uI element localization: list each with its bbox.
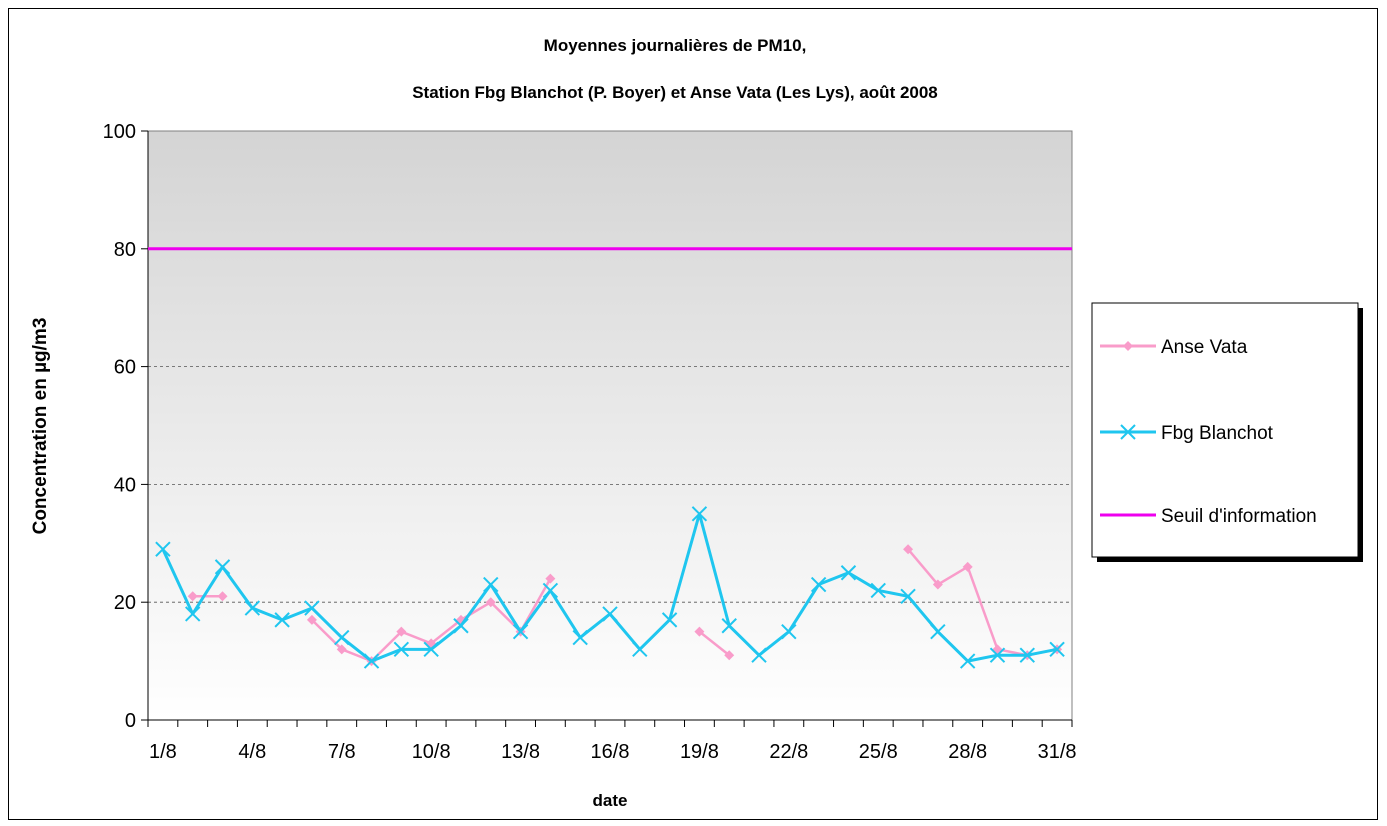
x-tick-label: 1/8	[149, 741, 177, 763]
legend-label-fbg-blanchot: Fbg Blanchot	[1161, 423, 1274, 444]
data-point-anse-vata	[306, 614, 317, 625]
x-tick-label: 16/8	[591, 741, 630, 763]
data-point-anse-vata	[336, 644, 347, 655]
data-point-fbg-blanchot	[900, 588, 916, 605]
series-group	[148, 247, 1072, 669]
data-point-fbg-blanchot	[155, 541, 171, 557]
data-point-fbg-blanchot	[1049, 641, 1065, 658]
data-point-anse-vata	[932, 579, 943, 590]
data-point-fbg-blanchot	[959, 653, 976, 669]
x-tick-label: 10/8	[412, 741, 451, 763]
x-tick-label: 7/8	[328, 741, 356, 763]
data-point-fbg-blanchot	[363, 653, 380, 669]
data-point-fbg-blanchot	[840, 565, 857, 581]
x-axis-title: date	[593, 791, 628, 810]
data-point-fbg-blanchot	[781, 623, 797, 640]
y-tick-label: 60	[114, 357, 136, 379]
data-point-fbg-blanchot	[810, 576, 827, 593]
legend-item-seuil-d-information: Seuil d'information	[1100, 506, 1317, 527]
legend-label-seuil-d-information: Seuil d'information	[1161, 506, 1317, 527]
legend-marker-fbg-blanchot	[1120, 424, 1136, 440]
series-fbg-blanchot	[155, 506, 1065, 669]
data-point-fbg-blanchot	[542, 582, 559, 599]
data-point-fbg-blanchot	[244, 600, 261, 616]
legend-item-anse-vata: Anse Vata	[1100, 337, 1248, 358]
x-tick-label: 4/8	[238, 741, 266, 763]
data-point-fbg-blanchot	[1019, 647, 1035, 663]
data-point-anse-vata	[724, 650, 735, 661]
data-point-fbg-blanchot	[751, 647, 767, 663]
data-point-fbg-blanchot	[483, 576, 499, 593]
legend: Anse Vata Fbg Blanchot Seuil d'information	[1091, 302, 1363, 562]
data-point-anse-vata	[545, 573, 556, 584]
data-point-fbg-blanchot	[334, 629, 350, 646]
y-tick-label: 40	[114, 474, 136, 496]
data-point-fbg-blanchot	[304, 600, 320, 616]
data-point-fbg-blanchot	[453, 618, 469, 634]
y-axis: 0 20 40 60 80 100	[103, 121, 149, 732]
data-point-anse-vata	[396, 626, 407, 637]
x-tick-label: 22/8	[769, 741, 808, 763]
data-point-anse-vata	[962, 561, 973, 572]
y-axis-title: Concentration en µg/m3	[30, 318, 51, 535]
x-tick-label: 13/8	[501, 741, 540, 763]
y-tick-label: 0	[125, 710, 136, 732]
data-point-fbg-blanchot	[274, 612, 290, 628]
data-point-anse-vata	[217, 591, 228, 602]
data-point-fbg-blanchot	[602, 606, 618, 622]
y-tick-label: 80	[114, 239, 136, 261]
x-axis: 1/8 4/8 7/8 10/8 13/8 16/8 19/8 22/8 25/8 28/8 31/…	[147, 719, 1077, 763]
data-point-fbg-blanchot	[632, 641, 648, 658]
y-tick-label: 100	[103, 121, 136, 143]
data-point-fbg-blanchot	[989, 647, 1006, 663]
data-point-fbg-blanchot	[721, 618, 737, 634]
data-point-fbg-blanchot	[393, 641, 410, 658]
data-point-fbg-blanchot	[661, 612, 678, 628]
data-point-anse-vata	[694, 626, 705, 637]
data-point-fbg-blanchot	[512, 623, 529, 640]
data-point-fbg-blanchot	[930, 623, 946, 640]
data-point-anse-vata	[187, 591, 198, 602]
chart-title-line2: Station Fbg Blanchot (P. Boyer) et Anse …	[412, 83, 938, 102]
chart-title-line1: Moyennes journalières de PM10,	[544, 36, 807, 55]
data-point-fbg-blanchot	[423, 641, 439, 658]
y-tick-label: 20	[114, 592, 136, 614]
data-point-fbg-blanchot	[572, 629, 588, 646]
data-point-fbg-blanchot	[214, 559, 231, 575]
x-tick-label: 28/8	[948, 741, 987, 763]
series-line-anse-vata	[698, 630, 731, 657]
legend-item-fbg-blanchot: Fbg Blanchot	[1100, 423, 1274, 444]
legend-label-anse-vata: Anse Vata	[1161, 337, 1248, 358]
data-point-fbg-blanchot	[870, 582, 886, 599]
data-point-fbg-blanchot	[691, 506, 708, 522]
x-tick-label: 25/8	[859, 741, 898, 763]
data-point-anse-vata	[903, 544, 914, 555]
data-point-anse-vata	[485, 597, 496, 608]
x-tick-label: 31/8	[1038, 741, 1077, 763]
plot-area	[147, 130, 1073, 721]
legend-marker-anse-vata	[1123, 341, 1133, 351]
data-point-fbg-blanchot	[185, 606, 201, 622]
x-tick-label: 19/8	[680, 741, 719, 763]
